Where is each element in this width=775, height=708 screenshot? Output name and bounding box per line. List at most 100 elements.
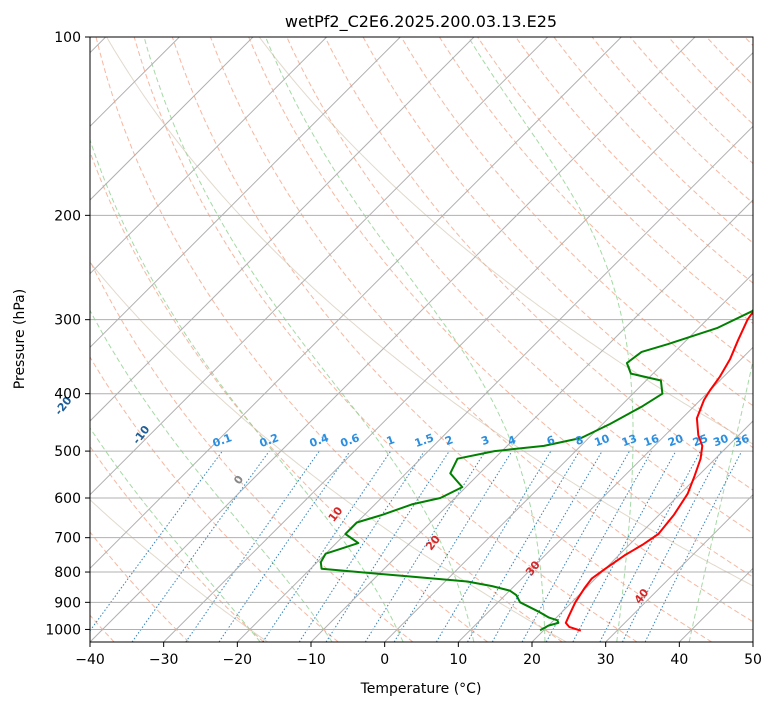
moist-adiabat-line — [143, 37, 475, 642]
moist-adiabat-line — [467, 37, 634, 642]
mixing-ratio-label: 25 — [691, 432, 710, 449]
dry-adiabat-line — [90, 445, 264, 642]
profile-series — [319, 308, 753, 632]
theta-e-line — [90, 261, 567, 642]
dry-adiabat-line — [95, 37, 563, 642]
mixing-ratio-line — [131, 450, 270, 642]
x-tick-label: 30 — [597, 652, 615, 668]
y-tick-label: 400 — [54, 387, 81, 403]
moist-adiabat-line — [90, 427, 261, 642]
dry-adiabat-line — [90, 531, 190, 642]
grid-lines — [90, 37, 753, 642]
isotherm-gridline — [90, 37, 254, 201]
mixing-ratio-label: 8 — [573, 433, 585, 448]
mixing-ratio-line — [298, 450, 425, 642]
x-tick-label: 10 — [449, 652, 467, 668]
moist-adiabat-line — [90, 309, 333, 642]
isotherm-gridline — [384, 272, 753, 642]
x-tick-label: −40 — [75, 652, 105, 668]
y-tick-label: 100 — [54, 30, 81, 46]
y-axis: 100 200 300 400 500 600 700 800 900 1000 — [45, 30, 90, 638]
mixing-ratio-line — [364, 450, 486, 642]
mixing-ratio-line — [545, 450, 653, 642]
isotherm-gridline — [90, 37, 549, 496]
mixing-ratio-label: 30 — [711, 432, 730, 450]
mixing-ratio-line — [90, 450, 223, 632]
dry-adiabat-line — [90, 150, 488, 642]
x-tick-label: 50 — [744, 652, 762, 668]
dry-adiabat-line — [171, 37, 712, 642]
isotherm-gridline — [90, 37, 401, 349]
chart-title: wetPf2_C2E6.2025.200.03.13.E25 — [285, 12, 557, 32]
isotherm-gridline — [605, 493, 753, 642]
dry-adiabat-line — [400, 37, 753, 407]
temperature-profile-line — [564, 310, 753, 632]
dry-adiabat-line — [90, 356, 339, 642]
y-tick-label: 600 — [54, 491, 81, 507]
x-axis-title: Temperature (°C) — [360, 681, 482, 697]
mixing-ratio-line — [262, 450, 392, 642]
mixing-ratio-line — [185, 450, 320, 642]
x-tick-label: −20 — [223, 652, 253, 668]
dry-adiabat-line — [248, 37, 753, 578]
mixing-ratio-label: 1.5 — [413, 431, 436, 450]
mixing-ratio-label: 10 — [593, 432, 612, 450]
mixing-ratio-label: 0.2 — [258, 431, 281, 450]
x-tick-label: 40 — [670, 652, 688, 668]
mixing-ratio-label: 1 — [385, 433, 397, 448]
y-tick-label: 800 — [54, 565, 81, 581]
dry-adiabat-line — [438, 37, 753, 366]
y-tick-label: 900 — [54, 595, 81, 611]
isotherm-gridline — [310, 199, 753, 642]
y-tick-label: 700 — [54, 531, 81, 547]
x-tick-label: 0 — [380, 652, 389, 668]
mixing-ratio-line — [599, 450, 701, 642]
x-tick-label: −30 — [149, 652, 179, 668]
isotherm-gridline — [236, 125, 753, 642]
isotherm-gridline — [90, 37, 622, 570]
dewpoint-profile-line — [319, 308, 753, 632]
y-tick-label: 500 — [54, 444, 81, 460]
mixing-ratio-line — [325, 450, 450, 642]
mixing-ratio-line — [393, 450, 513, 642]
mixing-ratio-line — [621, 450, 722, 642]
x-tick-label: −10 — [296, 652, 326, 668]
mixing-ratio-line — [218, 450, 351, 642]
dry-adiabat-line — [515, 37, 753, 284]
mixing-ratio-label: 4 — [506, 433, 518, 448]
isotherm-gridline — [90, 37, 696, 642]
isotherm-gridline — [90, 37, 328, 275]
isotherm-gridline — [531, 420, 753, 642]
moist-adiabat-line — [265, 37, 546, 642]
y-tick-label: 300 — [54, 313, 81, 329]
theta-e-line — [106, 37, 753, 587]
x-axis: −40 −30 −20 −10 0 10 20 30 40 50 — [75, 642, 762, 668]
mixing-ratio-label: 13 — [620, 432, 639, 449]
mixing-ratio-label: 20 — [666, 432, 685, 450]
mixing-ratio-label: 0.6 — [339, 431, 362, 450]
mixing-ratio-label: 3 — [479, 433, 491, 448]
mixing-ratio-line — [521, 450, 630, 642]
mixing-ratio-label: 0.1 — [211, 431, 234, 450]
mixing-ratio-label: 2 — [443, 433, 455, 448]
y-axis-title: Pressure (hPa) — [12, 289, 28, 389]
mixing-ratio-line — [644, 450, 743, 642]
mixing-ratio-label: 0.4 — [308, 431, 331, 450]
moist-adiabat-line — [688, 358, 753, 642]
mixing-ratio-label: 16 — [642, 432, 661, 450]
dry-adiabat-line — [324, 37, 753, 491]
isotherm-gridline — [90, 37, 475, 422]
mixing-ratio-label: 6 — [545, 433, 557, 448]
x-tick-label: 20 — [523, 652, 541, 668]
isotherm-gridline — [163, 51, 753, 642]
mixing-ratio-label: 36 — [732, 432, 751, 450]
isotherm-gridline — [457, 346, 753, 642]
background-lines — [90, 37, 753, 642]
dry-adiabat-line — [210, 37, 753, 623]
plot-frame — [89, 36, 754, 643]
y-tick-label: 200 — [54, 208, 81, 224]
theta-e-line — [258, 37, 753, 445]
y-tick-label: 1000 — [45, 622, 81, 638]
